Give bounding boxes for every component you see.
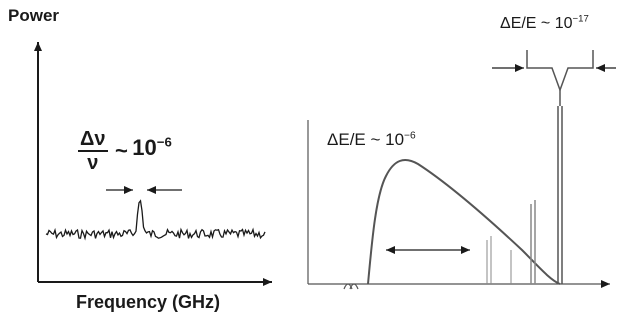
- linewidth-base: 10: [132, 135, 157, 161]
- broad-bandwidth-exponent: −6: [404, 130, 416, 142]
- broad-bandwidth-text: ΔE/E ~ 10: [327, 130, 405, 149]
- linewidth-power: 10−6: [132, 135, 172, 160]
- linewidth-approx: ~: [114, 138, 128, 163]
- noise-spectrum-trace: [45, 199, 266, 241]
- narrow-line-bracket: [526, 50, 594, 93]
- narrow-bandwidth-text: ΔE/E ~ 10: [500, 15, 573, 32]
- broad-bandwidth-label: ΔE/E ~ 10−6: [327, 130, 416, 150]
- linewidth-numerator: Δν: [78, 128, 108, 152]
- broad-emission-curve: [367, 159, 561, 285]
- narrow-bandwidth-label: ΔE/E ~ 10−17: [500, 13, 589, 33]
- frequency-axis-label: Frequency (GHz): [76, 292, 221, 312]
- linewidth-denominator: ν: [87, 152, 99, 174]
- linewidth-fraction: Δν ν: [78, 128, 108, 174]
- axis-break-mark: [343, 283, 359, 290]
- linewidth-exponent: −6: [156, 134, 172, 150]
- power-axis-label: Power: [8, 6, 60, 25]
- relative-linewidth-label: Δν ν ~ 10−6: [78, 128, 172, 174]
- narrow-bandwidth-exponent: −17: [572, 13, 589, 25]
